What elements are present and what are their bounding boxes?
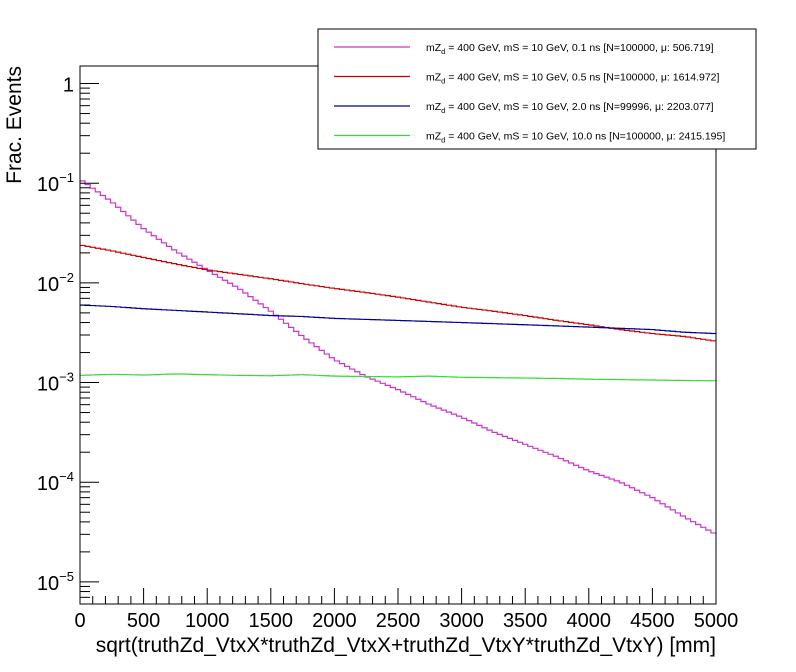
series-0-line (80, 180, 716, 534)
legend-label-0: mZd = 400 GeV, mS = 10 GeV, 0.1 ns [N=10… (426, 42, 714, 56)
x-tick-label: 4500 (630, 610, 675, 632)
legend-label-2: mZd = 400 GeV, mS = 10 GeV, 2.0 ns [N=99… (426, 101, 714, 115)
x-tick-label: 3500 (503, 610, 548, 632)
x-tick-label: 2500 (376, 610, 421, 632)
y-axis-title: Frac. Events (3, 66, 26, 184)
x-tick-label: 0 (74, 610, 85, 632)
x-tick-label: 4000 (567, 610, 612, 632)
series-1-line (80, 244, 716, 342)
series-layer (80, 180, 716, 534)
legend-label-1: mZd = 400 GeV, mS = 10 GeV, 0.5 ns [N=10… (426, 72, 720, 86)
y-tick-label: 10−1 (37, 170, 74, 196)
series-3-line (80, 373, 716, 382)
legend-label-3: mZd = 400 GeV, mS = 10 GeV, 10.0 ns [N=1… (426, 131, 725, 145)
x-tick-label: 500 (127, 610, 160, 632)
x-tick-label: 2000 (312, 610, 357, 632)
x-tick-label: 1000 (185, 610, 230, 632)
x-axis-title: sqrt(truthZd_VtxX*truthZd_VtxX+truthZd_V… (96, 634, 716, 657)
x-tick-label: 5000 (694, 610, 739, 632)
y-tick-label: 10−2 (37, 270, 74, 296)
y-tick-label: 1 (63, 75, 74, 97)
x-tick-label: 1500 (249, 610, 294, 632)
series-2-line (80, 304, 716, 335)
axes-layer: 0 500 1000 1500 2000 2500 3000 3500 4000 4500 5000… (37, 75, 738, 632)
x-tick-label: 3000 (439, 610, 484, 632)
y-tick-label: 10−4 (37, 469, 74, 495)
legend: mZd = 400 GeV, mS = 10 GeV, 0.1 ns [N=10… (317, 28, 757, 150)
y-tick-label: 10−3 (37, 370, 74, 396)
y-tick-label: 10−5 (37, 569, 74, 595)
legend-box (317, 28, 757, 150)
